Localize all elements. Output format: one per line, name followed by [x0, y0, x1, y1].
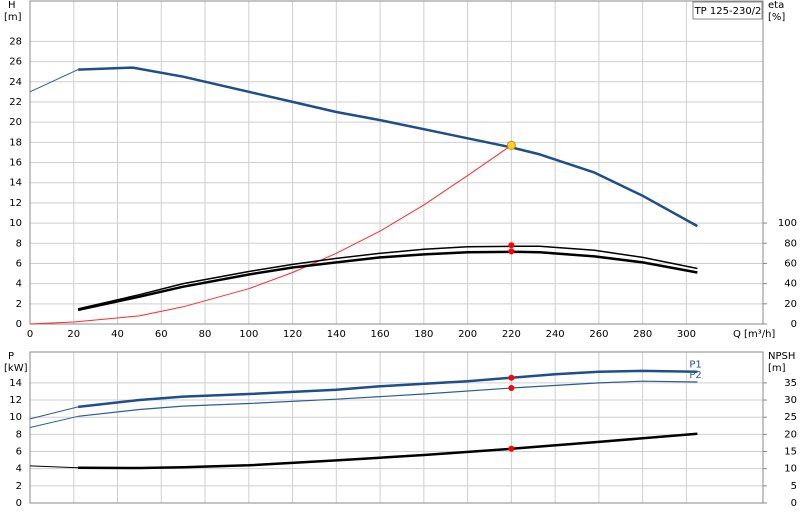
y-tick-label: 24: [9, 77, 22, 88]
y-axis-label: [m]: [4, 12, 22, 23]
x-tick-label: 140: [327, 329, 346, 340]
y2-tick-label: 0: [791, 319, 797, 330]
y-tick-label: 22: [9, 97, 22, 108]
y2-tick-label: 35: [784, 378, 797, 389]
y2-axis-label: [%]: [768, 12, 785, 23]
x-tick-label: 160: [371, 329, 390, 340]
curve: [78, 66, 699, 228]
y-tick-label: 28: [9, 36, 22, 47]
curve: [78, 380, 698, 417]
y-tick-label: 0: [16, 319, 22, 330]
operating-point: [508, 374, 515, 381]
curve: [29, 415, 79, 428]
x-tick-label: 40: [111, 329, 124, 340]
y2-tick-label: 100: [778, 218, 797, 229]
operating-point: [508, 445, 515, 452]
operating-point: [508, 242, 515, 249]
title-box: [692, 1, 763, 20]
y-tick-label: 10: [9, 218, 22, 229]
y2-tick-label: 25: [784, 412, 797, 423]
x-tick-label: 80: [199, 329, 212, 340]
x-tick-label: 260: [589, 329, 608, 340]
curve: [29, 144, 512, 325]
y2-tick-label: 5: [791, 481, 797, 492]
y-axis-label: P: [8, 351, 14, 362]
x-tick-label: 300: [677, 329, 696, 340]
y2-tick-label: 40: [784, 279, 797, 290]
x-tick-label: 280: [633, 329, 652, 340]
plot-area: [29, 351, 764, 504]
y2-tick-label: 30: [784, 395, 797, 406]
y-tick-label: 0: [16, 498, 22, 509]
x-tick-label: 180: [414, 329, 433, 340]
y2-tick-label: 0: [791, 498, 797, 509]
y-tick-label: 16: [9, 158, 22, 169]
x-tick-label: 20: [67, 329, 80, 340]
y-tick-label: 6: [16, 258, 22, 269]
x-axis-label: Q [m³/h]: [733, 329, 775, 340]
y-tick-label: 14: [9, 178, 22, 189]
y-axis-label: [kW]: [4, 363, 28, 374]
series-label: P2: [689, 370, 701, 381]
y2-tick-label: 80: [784, 238, 797, 249]
curve: [77, 250, 698, 312]
series-label: P1: [689, 360, 701, 371]
x-tick-label: 0: [27, 329, 33, 340]
curve: [29, 69, 79, 93]
y-tick-label: 12: [9, 395, 22, 406]
x-tick-label: 200: [458, 329, 477, 340]
y-axis-label: H: [8, 0, 16, 11]
y2-axis-label: eta: [768, 0, 784, 11]
y2-axis-label: NPSH: [768, 351, 795, 362]
y-tick-label: 8: [16, 238, 22, 249]
y-tick-label: 20: [9, 117, 22, 128]
y-tick-label: 14: [9, 378, 22, 389]
y-tick-label: 4: [16, 464, 22, 475]
curve: [77, 245, 698, 310]
y2-tick-label: 10: [784, 464, 797, 475]
x-tick-label: 220: [502, 329, 521, 340]
operating-point: [506, 140, 516, 150]
y-tick-label: 4: [16, 279, 22, 290]
y2-tick-label: 20: [784, 299, 797, 310]
x-tick-label: 240: [546, 329, 565, 340]
curve: [78, 432, 698, 470]
operating-point: [508, 385, 515, 392]
operating-point: [508, 248, 515, 255]
y-tick-label: 2: [16, 481, 22, 492]
chart-title: TP 125-230/2: [694, 6, 762, 17]
x-tick-label: 100: [239, 329, 258, 340]
x-tick-label: 120: [283, 329, 302, 340]
y2-axis-label: [m]: [768, 363, 786, 374]
plot-frame: [29, 0, 764, 325]
y2-tick-label: 20: [784, 429, 797, 440]
y-tick-label: 8: [16, 429, 22, 440]
y-tick-label: 6: [16, 447, 22, 458]
y2-tick-label: 15: [784, 447, 797, 458]
y-tick-label: 26: [9, 57, 22, 68]
y-tick-label: 2: [16, 299, 22, 310]
y2-tick-label: 60: [784, 258, 797, 269]
curve: [77, 369, 698, 409]
y-tick-label: 18: [9, 137, 22, 148]
y-tick-label: 10: [9, 412, 22, 423]
curve: [29, 465, 79, 469]
x-tick-label: 60: [155, 329, 168, 340]
y-tick-label: 12: [9, 198, 22, 209]
curve: [29, 406, 79, 420]
